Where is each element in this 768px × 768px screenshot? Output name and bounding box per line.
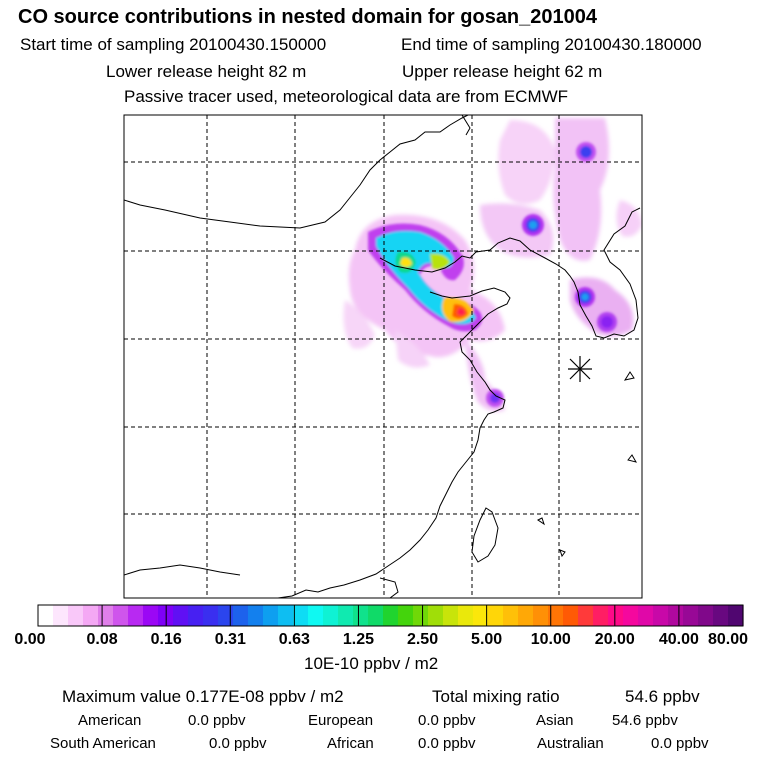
region-name: South American (50, 735, 156, 752)
region-value: 0.0 ppbv (418, 735, 476, 752)
legend-colorbar (38, 605, 744, 626)
legend-color-cell (173, 605, 189, 626)
legend-color-cell (713, 605, 729, 626)
region-name: Asian (536, 712, 574, 729)
legend-color-cell (188, 605, 204, 626)
legend-color-cell (473, 605, 489, 626)
region-value: 0.0 ppbv (418, 712, 476, 729)
total-mixing-label: Total mixing ratio (432, 687, 560, 706)
region-value: 0.0 ppbv (188, 712, 246, 729)
start-time: Start time of sampling 20100430.150000 (20, 35, 327, 54)
legend-color-cell (443, 605, 459, 626)
legend-color-cell (698, 605, 714, 626)
legend-tick-label: 0.63 (278, 631, 310, 648)
legend-color-cell (68, 605, 84, 626)
legend-color-cell (263, 605, 279, 626)
lower-release-height: Lower release height 82 m (106, 62, 307, 81)
legend-color-cell (413, 605, 429, 626)
legend-color-cell (113, 605, 129, 626)
legend-color-cell (398, 605, 414, 626)
legend-color-cell (233, 605, 249, 626)
legend-color-cell (338, 605, 354, 626)
color-legend (37, 604, 744, 627)
legend-tick-label: 1.25 (342, 631, 375, 648)
legend-color-cell (383, 605, 399, 626)
legend-color-cell (428, 605, 444, 626)
legend-color-cell (458, 605, 474, 626)
legend-color-cell (368, 605, 384, 626)
legend-color-cell (83, 605, 99, 626)
legend-color-cell (503, 605, 519, 626)
coastlines (124, 115, 641, 598)
legend-color-cell (203, 605, 219, 626)
region-name: African (327, 735, 374, 752)
legend-color-cell (683, 605, 699, 626)
legend-tick-label: 80.00 (707, 631, 749, 648)
star-burst-icon (568, 356, 592, 382)
source-contribution-map (123, 114, 643, 599)
lat-lon-grid (124, 115, 642, 598)
legend-color-cell (668, 605, 684, 626)
region-value: 0.0 ppbv (651, 735, 709, 752)
legend-tick-label: 0.08 (86, 631, 118, 648)
maximum-value: Maximum value 0.177E-08 ppbv / m2 (62, 687, 344, 706)
total-mixing-value: 54.6 ppbv (625, 687, 700, 706)
legend-color-cell (653, 605, 669, 626)
legend-color-cell (623, 605, 639, 626)
legend-color-cell (578, 605, 594, 626)
legend-tick-label: 0.16 (150, 631, 182, 648)
legend-tick-label: 5.00 (471, 631, 503, 648)
legend-color-cell (593, 605, 609, 626)
legend-color-cell (353, 605, 369, 626)
upper-release-height: Upper release height 62 m (402, 62, 603, 81)
region-name: European (308, 712, 374, 729)
legend-tick-label: 10.00 (530, 631, 571, 648)
legend-color-cell (548, 605, 564, 626)
legend-color-cell (98, 605, 114, 626)
legend-color-cell (728, 605, 744, 626)
legend-frame (37, 604, 744, 627)
tracer-plume-core (368, 142, 617, 407)
legend-color-cell (143, 605, 159, 626)
legend-color-cell (53, 605, 69, 626)
legend-tick-label: 0.00 (14, 631, 46, 648)
legend-tick-label: 20.00 (594, 631, 635, 648)
legend-color-cell (563, 605, 579, 626)
region-name: American (78, 712, 142, 729)
legend-unit: 10E-10 ppbv / m2 (304, 654, 439, 673)
legend-color-cell (128, 605, 144, 626)
map-frame (123, 114, 643, 599)
legend-tick-label: 2.50 (406, 631, 439, 648)
legend-color-cell (308, 605, 324, 626)
legend-color-cell (38, 605, 54, 626)
legend-color-cell (518, 605, 534, 626)
legend-tick-label: 0.31 (214, 631, 246, 648)
legend-color-cell (608, 605, 624, 626)
legend-color-cell (488, 605, 504, 626)
legend-color-cell (278, 605, 294, 626)
region-name: Australian (537, 735, 604, 752)
region-value: 54.6 ppbv (612, 712, 678, 729)
legend-color-cell (293, 605, 309, 626)
chart-title: CO source contributions in nested domain… (18, 6, 598, 28)
legend-color-cell (248, 605, 264, 626)
legend-color-cell (323, 605, 339, 626)
legend-tick-label: 40.00 (658, 631, 699, 648)
tracer-note: Passive tracer used, meteorological data… (124, 87, 569, 106)
legend-color-cell (218, 605, 234, 626)
region-value: 0.0 ppbv (209, 735, 267, 752)
legend-color-cell (533, 605, 549, 626)
end-time: End time of sampling 20100430.180000 (401, 35, 702, 54)
legend-color-cell (638, 605, 654, 626)
